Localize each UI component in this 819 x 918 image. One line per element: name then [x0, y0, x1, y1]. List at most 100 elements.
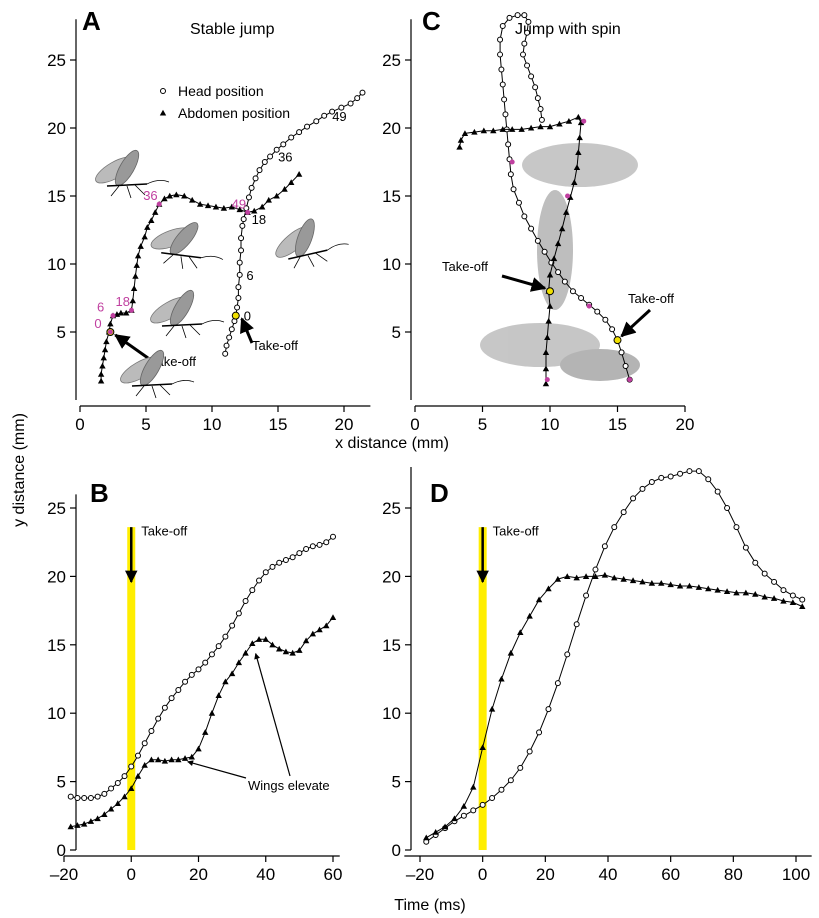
panel-b-series-abdomen-point	[161, 757, 169, 764]
panel-d-series-abdomen-point	[780, 597, 787, 604]
panel-a-series-abdomen-point	[148, 217, 155, 224]
panel-d-series-abdomen-point	[601, 571, 609, 578]
panel-b-series-head-point	[215, 643, 222, 650]
panel-a-series-head-point	[223, 342, 230, 349]
panel-a-takeoff-marker	[231, 311, 240, 320]
panel-a-frame-label: 6	[246, 268, 253, 283]
panel-b-y-tick-label: 10	[47, 704, 66, 723]
panel-b-series-head-point	[168, 695, 175, 702]
panel-b-wings-arrow-2	[254, 652, 291, 777]
panel-c-series-head-point	[502, 111, 509, 118]
panel-a-frame-label: 36	[143, 188, 157, 203]
panel-b-series-abdomen-point	[228, 670, 236, 677]
panel-b-series-head-point	[323, 539, 330, 546]
panel-b-series-head-point	[155, 715, 162, 722]
panel-d-series-head-point	[554, 680, 561, 687]
panel-d-series-head-point	[761, 570, 768, 577]
panel-d-series-abdomen-point	[733, 589, 740, 596]
panel-d-takeoff-label: Take-off	[493, 523, 539, 538]
panel-c-takeoff-marker	[546, 287, 554, 296]
panel-a-frame-label: 6	[97, 300, 104, 315]
panel-d-series-abdomen-point	[799, 603, 806, 610]
panel-d-series-head-point	[545, 706, 552, 713]
panel-b-series-head-point	[242, 598, 249, 605]
panel-a-y-tick-label: 25	[47, 51, 66, 70]
panel-d-series-abdomen-point	[676, 582, 684, 589]
panel-a-x-tick-label: 10	[203, 415, 222, 434]
panel-b-series-abdomen-point	[114, 800, 121, 807]
panel-a-series-abdomen-point	[228, 203, 235, 210]
panel-b-series-abdomen-point	[195, 745, 202, 752]
panel-a-series-abdomen-point	[204, 202, 212, 209]
panel-b-y-tick-label: 0	[57, 841, 66, 860]
panel-a-stable-jump: 5 10 15 20 25 0 5 10 15 20 Head position Abdomen po…	[47, 19, 371, 434]
panel-b-y-tick-label: 25	[47, 499, 66, 518]
panel-d-x-tick-label: –20	[406, 865, 434, 884]
panel-a-series-head-point	[248, 184, 255, 191]
panel-b-wings-elevate-label: Wings elevate	[248, 778, 330, 793]
insect-sketch-3	[150, 289, 225, 339]
panel-c-series-head-point	[510, 186, 517, 193]
panel-a-series-head-point	[288, 134, 295, 141]
panel-b-series-head-point	[289, 554, 296, 561]
panel-b-series-head-point	[128, 763, 135, 770]
panel-b-series-head-point	[182, 678, 189, 685]
panel-d-series-abdomen-point	[582, 573, 590, 579]
panel-b-series-abdomen-point	[269, 641, 276, 648]
panel-c-series-abdomen-point	[577, 119, 585, 126]
panel-a-series-head-point	[236, 271, 243, 278]
panel-b-series-abdomen-point	[175, 756, 182, 763]
panel-b-series-head-point	[121, 773, 128, 780]
panel-a-series-abdomen-point	[212, 203, 220, 210]
panel-b-series-head-point	[67, 793, 74, 800]
panel-b-series-head-point	[94, 793, 101, 800]
panel-d-series-abdomen-point	[752, 590, 759, 597]
panel-c-frame-dot	[509, 159, 515, 165]
panel-b-series-abdomen-point	[296, 647, 303, 653]
panel-c-series-head-point	[602, 316, 609, 323]
panel-d-x-tick-label: 40	[599, 865, 618, 884]
panel-a-series-head-point	[347, 100, 354, 107]
panel-d-takeoff-bar	[478, 527, 487, 850]
panel-a-series-head-point	[256, 167, 263, 174]
panel-a-frame-label: 36	[278, 150, 292, 165]
panel-b-series-abdomen-point	[316, 626, 323, 633]
panel-d-y-tick-label: 0	[392, 841, 401, 860]
panel-d-series-head-point	[780, 587, 787, 594]
panel-b-series-abdomen-point	[148, 756, 155, 763]
panel-c-series-head-point	[524, 29, 531, 36]
panel-d-series-abdomen-point	[639, 578, 646, 585]
panel-b-series-abdomen-point	[87, 818, 95, 824]
panel-b-series-head-point	[256, 577, 263, 584]
panel-b-series-head-point	[114, 779, 121, 786]
panel-c-series-abdomen-point	[518, 126, 525, 132]
panel-d-series-abdomen-point	[761, 593, 768, 600]
insect-sketch-1	[95, 149, 170, 199]
panel-a-legend: Head position Abdomen position	[159, 83, 290, 121]
panel-letter-d: D	[430, 478, 449, 508]
panel-b-series-head-point	[74, 795, 81, 802]
panel-a-frame-dot	[128, 307, 134, 313]
panel-b-series-abdomen-point	[141, 761, 148, 768]
panel-c-x-tick-label: 5	[478, 415, 487, 434]
panel-a-series-abdomen-point	[144, 224, 151, 230]
panel-d-y-tick-label: 25	[382, 499, 401, 518]
panel-b-series-head-point	[134, 752, 141, 759]
panel-a-series-abdomen-point	[134, 252, 142, 259]
panel-b-series-abdomen-point	[235, 659, 243, 666]
panel-b-series-abdomen-point	[101, 811, 108, 817]
panel-c-series-head-point	[561, 278, 568, 285]
panel-d-series-head-point	[799, 596, 806, 603]
panel-c-series-head-point	[524, 62, 531, 69]
panel-b-series-head-point	[175, 686, 182, 693]
panel-b-x-tick-label: 40	[256, 865, 275, 884]
panel-c-series-abdomen-point	[575, 149, 582, 156]
panel-a-series-abdomen-point	[100, 354, 107, 361]
panel-b-series-abdomen-point	[181, 755, 189, 761]
panel-c-series-abdomen-point	[565, 118, 573, 124]
panel-c-x-tick-label: 20	[676, 415, 695, 434]
panel-b-series-abdomen-point	[222, 678, 229, 685]
panel-d-series-abdomen-point	[545, 585, 552, 592]
panel-d-series-abdomen-point	[667, 581, 674, 588]
panel-a-series-head-line	[224, 92, 363, 354]
